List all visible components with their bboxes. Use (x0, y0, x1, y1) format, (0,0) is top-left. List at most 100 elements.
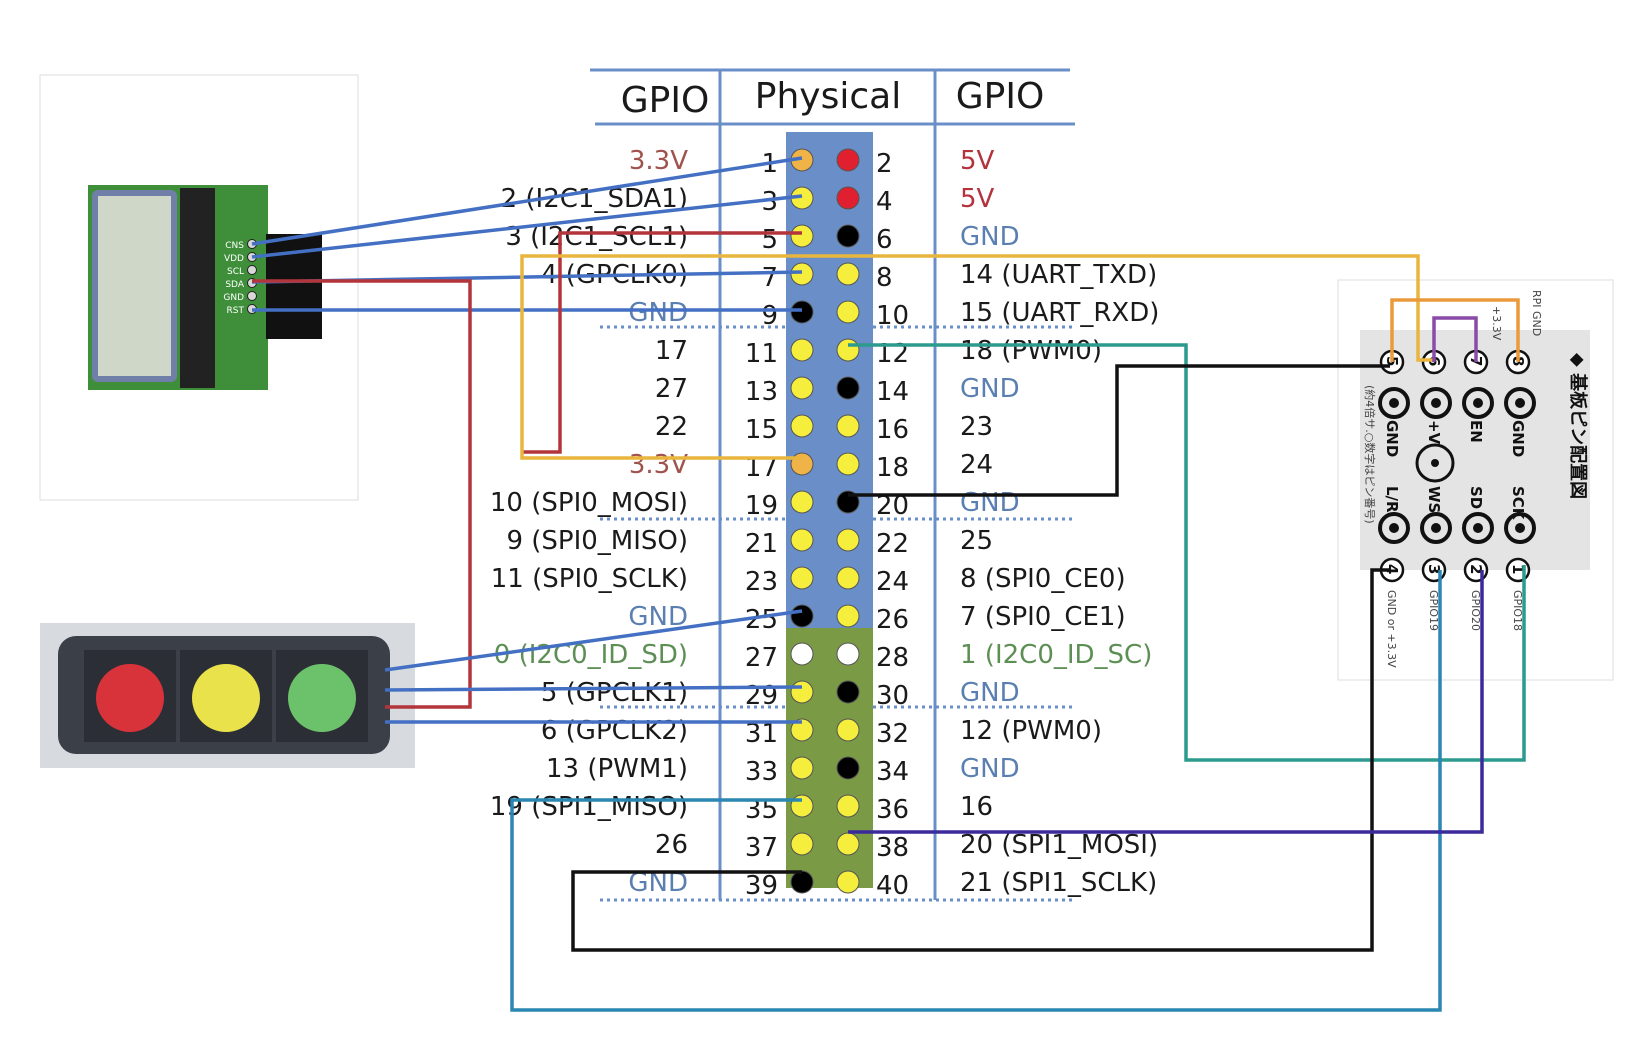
right-gpio-label: 7 (SPI0_CE1) (960, 602, 1126, 632)
left-gpio-label: 19 (SPI1_MISO) (490, 792, 688, 822)
lcd-pin-label: GND (223, 293, 244, 303)
mic-pad-hole (1389, 523, 1399, 533)
left-pin (790, 338, 814, 362)
mic-pad (1504, 387, 1536, 419)
right-pin-number: 6 (876, 225, 893, 255)
left-pin (790, 642, 814, 666)
pin-row: 11 (SPI0_SCLK) 23 24 8 (SPI0_CE0) (491, 564, 1126, 597)
wire-teal-pin12 (848, 343, 1526, 762)
right-gpio-label: 18 (PWM0) (960, 336, 1102, 366)
right-pin-number: 26 (876, 605, 909, 635)
left-pin-number: 39 (745, 871, 778, 901)
right-pin (836, 794, 860, 818)
lcd-pin-label: RST (227, 306, 245, 316)
right-pin-number: 38 (876, 833, 909, 863)
right-gpio-label: 14 (UART_TXD) (960, 260, 1157, 290)
wire-lcd-vdd-pin3 (251, 194, 803, 259)
left-gpio-label: 0 (I2C0_ID_SD) (494, 640, 688, 670)
left-pin-number: 15 (745, 415, 778, 445)
mic-pad-label: WS (1425, 486, 1443, 513)
left-pin (790, 528, 814, 552)
traffic-light-module (40, 623, 415, 768)
wire-red-pin5 (522, 231, 802, 454)
mic-pad-label: +V (1425, 420, 1443, 445)
right-pin (836, 642, 860, 666)
left-gpio-label: 11 (SPI0_SCLK) (491, 564, 688, 594)
mic-bottom-pin-number: 2 (1467, 564, 1485, 574)
right-pin (836, 718, 860, 742)
left-gpio-label: 10 (SPI0_MOSI) (490, 488, 688, 518)
mic-pad-hole (1473, 398, 1483, 408)
wire-black-pin39 (571, 568, 1390, 952)
pin-row: 0 (I2C0_ID_SD) 27 28 1 (I2C0_ID_SC) (494, 640, 1153, 673)
left-pin (790, 262, 814, 286)
right-pin-number: 32 (876, 719, 909, 749)
mic-top-label: RPI GND (1530, 290, 1543, 336)
mic-pad-hole (1515, 398, 1525, 408)
lcd-pin-label: SDA (225, 280, 244, 290)
pin-row: 3 (I2C1_SCL1) 5 6 GND (505, 222, 1019, 255)
mic-pad-label: SCK (1509, 486, 1527, 521)
right-pin-number: 22 (876, 529, 909, 559)
pin-row: 27 13 14 GND (655, 374, 1020, 407)
wire-red-lcd-to-traffic (252, 279, 472, 709)
mic-top-label-2: +3.3V (1490, 306, 1503, 341)
red-led (96, 664, 164, 732)
right-gpio-label: 20 (SPI1_MOSI) (960, 830, 1158, 860)
lcd-glass (98, 196, 171, 376)
left-pin (790, 718, 814, 742)
mic-bottom-label: GND or +3.3V (1385, 590, 1398, 668)
header-physical: Physical (755, 76, 901, 117)
right-pin (836, 224, 860, 248)
right-pin (836, 338, 860, 362)
right-pin-number: 14 (876, 377, 909, 407)
left-pin (790, 680, 814, 704)
wire-traffic-pin29 (384, 685, 803, 692)
wire-traffic-gnd-pin25 (384, 609, 803, 672)
left-gpio-label: 27 (655, 374, 688, 404)
right-gpio-label: 5V (960, 146, 995, 176)
left-pin (790, 490, 814, 514)
wire-indigo-pin38 (848, 570, 1484, 834)
pin-row: 26 37 38 20 (SPI1_MOSI) (655, 830, 1158, 863)
right-pin-number: 16 (876, 415, 909, 445)
mic-bottom-labels: GND or +3.3V GPIO19 GPIO20 GPIO18 (1385, 590, 1524, 668)
mic-bottom-pin-number: 3 (1425, 564, 1443, 574)
right-pin-number: 28 (876, 643, 909, 673)
right-pin (836, 604, 860, 628)
pin-row: GND 9 10 15 (UART_RXD) (628, 298, 1159, 331)
right-gpio-label: GND (960, 222, 1020, 252)
right-pin (836, 148, 860, 172)
lcd-pin-label: CNS (225, 241, 244, 251)
pin-row: 5 (GPCLK1) 29 30 GND (541, 678, 1020, 711)
left-pin (790, 300, 814, 324)
lcd-pin-label: VDD (224, 254, 244, 264)
mic-pad-label: GND (1383, 420, 1401, 457)
right-pin-number: 10 (876, 301, 909, 331)
right-pin-number: 18 (876, 453, 909, 483)
lcd-flex-connector (180, 188, 215, 388)
left-gpio-label: 22 (655, 412, 688, 442)
right-gpio-label: GND (960, 374, 1020, 404)
green-led (288, 664, 356, 732)
left-pin (790, 414, 814, 438)
mic-bottom-pin-number: 1 (1509, 564, 1527, 574)
left-pin (790, 756, 814, 780)
left-pin-number: 3 (761, 187, 778, 217)
left-pin-number: 37 (745, 833, 778, 863)
mic-pad-hole (1431, 523, 1441, 533)
mic-pad-hole (1515, 523, 1525, 533)
mic-pad-hole (1389, 398, 1399, 408)
right-pin (836, 832, 860, 856)
right-gpio-label: 15 (UART_RXD) (960, 298, 1159, 328)
left-pin-number: 33 (745, 757, 778, 787)
lcd-module: CNS VDD SCL SDA GND RST (39, 74, 359, 501)
right-gpio-label: 8 (SPI0_CE0) (960, 564, 1126, 594)
left-gpio-label: 26 (655, 830, 688, 860)
wire-yellow-3v3 (520, 254, 1434, 460)
left-gpio-label: 13 (PWM1) (546, 754, 688, 784)
wire-lcd-cns-pin1 (251, 156, 803, 246)
left-gpio-label: GND (628, 298, 688, 328)
wires (251, 156, 1526, 1012)
right-gpio-label: GND (960, 488, 1020, 518)
